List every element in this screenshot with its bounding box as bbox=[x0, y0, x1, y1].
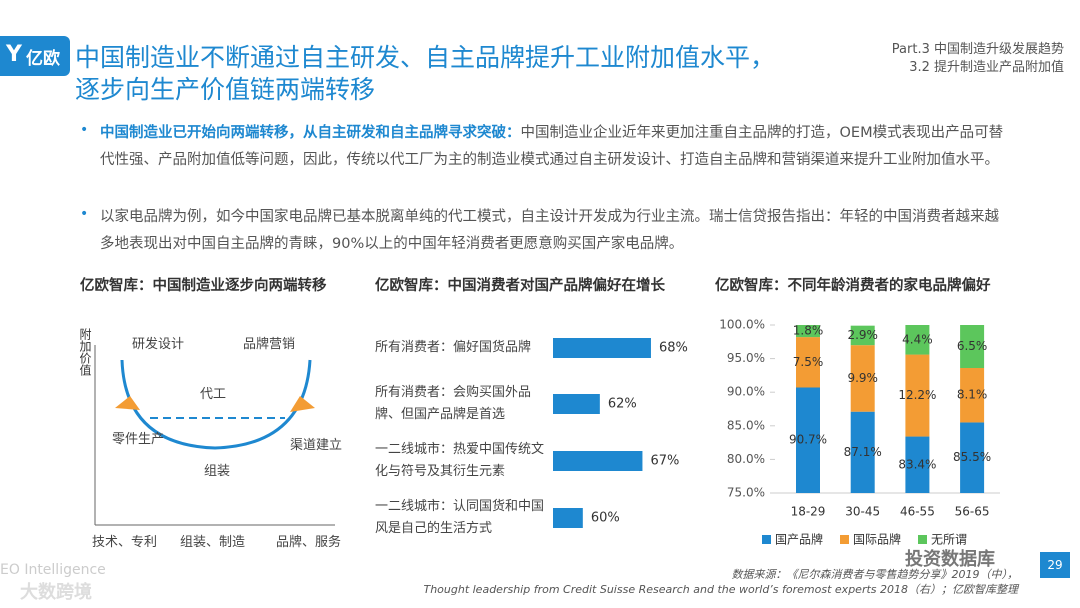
y-tick-label: 95.0% bbox=[727, 351, 765, 365]
bar-segment bbox=[905, 325, 930, 355]
legend-label: 无所谓 bbox=[931, 533, 967, 547]
bullet-text: 以家电品牌为例，如今中国家电品牌已基本脱离单纯的代工模式，自主设计开发成为行业主… bbox=[100, 209, 999, 252]
diagram-label: 组装 bbox=[204, 464, 231, 479]
bar-segment bbox=[960, 325, 985, 369]
value-label: 2.9% bbox=[847, 328, 878, 342]
value-label: 83.4% bbox=[898, 457, 936, 471]
y-label: 附加价值 bbox=[78, 328, 92, 376]
bar bbox=[553, 451, 643, 471]
y-tick-label: 80.0% bbox=[727, 452, 765, 466]
value-label: 67% bbox=[650, 454, 679, 469]
section: Part.3 中国制造升级发展趋势 bbox=[891, 42, 1064, 57]
source: Thought leadership from Credit Suisse Re… bbox=[423, 583, 1018, 596]
source: 数据来源：《尼尔森消费者与零售趋势分享》2019（中）， bbox=[731, 568, 1019, 581]
y-tick-label: 75.0% bbox=[727, 486, 765, 500]
bar-segment bbox=[850, 345, 875, 412]
value-label: 60% bbox=[591, 511, 620, 526]
bar bbox=[553, 338, 651, 358]
bar-segment bbox=[796, 337, 820, 388]
logo-box: 亿欧 Y bbox=[0, 36, 70, 76]
bar-segment bbox=[905, 354, 930, 437]
x-tick-label: 18-29 bbox=[791, 505, 826, 519]
diagram-label: 研发设计 bbox=[132, 337, 185, 352]
value-label: 87.1% bbox=[844, 445, 882, 459]
legend-swatch bbox=[840, 535, 849, 544]
value-label: 8.1% bbox=[957, 388, 988, 402]
x-tick-label: 46-55 bbox=[900, 505, 935, 519]
diagram-label: 零件生产 bbox=[112, 432, 165, 447]
category-label: 所有消费者：偏好国货品牌 bbox=[375, 340, 532, 355]
bullet-text: 中国制造业企业近年来更加注重自主品牌的打造，OEM模式表现出产品可替代性强、产品… bbox=[100, 125, 1004, 168]
arrow bbox=[290, 396, 315, 412]
bar-segment bbox=[796, 325, 820, 338]
diagram-label: 渠道建立 bbox=[290, 438, 343, 453]
brand: EO Intelligence bbox=[0, 562, 106, 578]
value-label: 85.5% bbox=[953, 450, 991, 464]
bar-segment bbox=[850, 411, 875, 493]
title-line: 逐步向生产价值链两端转移 bbox=[75, 75, 376, 104]
x-label: 技术、专利 bbox=[92, 535, 158, 550]
value-label: 90.7% bbox=[789, 433, 827, 447]
logo: 亿欧 bbox=[26, 49, 60, 69]
logo-mark: Y bbox=[6, 42, 22, 67]
legend-label: 国产品牌 bbox=[775, 533, 823, 547]
value-label: 12.2% bbox=[898, 388, 936, 402]
chart-title: 亿欧智库：中国消费者对国产品牌偏好在增长 bbox=[375, 278, 665, 294]
value-label: 6.5% bbox=[957, 339, 988, 353]
chart-title: 亿欧智库：不同年龄消费者的家电品牌偏好 bbox=[715, 278, 991, 294]
category-label: 所有消费者：会购买国外品牌、但国产品牌是首选 bbox=[375, 385, 532, 422]
bar-segment bbox=[960, 368, 985, 423]
legend-swatch bbox=[918, 535, 927, 544]
value-label: 62% bbox=[608, 397, 637, 412]
bar-segment bbox=[850, 325, 875, 346]
legend-swatch bbox=[762, 535, 771, 544]
x-tick-label: 56-65 bbox=[955, 505, 990, 519]
category-label: 一二线城市：认同国货和中国风是自己的生活方式 bbox=[375, 499, 545, 536]
bullet-lead: 中国制造业已开始向两端转移，从自主研发和自主品牌寻求突破： bbox=[100, 125, 521, 141]
page-number: 29 bbox=[1040, 552, 1070, 578]
diagram-title: 亿欧智库：中国制造业逐步向两端转移 bbox=[80, 278, 327, 294]
arrow bbox=[115, 396, 140, 410]
y-tick-label: 90.0% bbox=[727, 385, 765, 399]
legend-label: 国际品牌 bbox=[853, 533, 901, 547]
bullet: 中国制造业已开始向两端转移，从自主研发和自主品牌寻求突破：中国制造业企业近年来更… bbox=[100, 120, 1010, 174]
value-label: 1.8% bbox=[793, 324, 824, 338]
value-label: 4.4% bbox=[902, 332, 933, 346]
diagram-label: 品牌营销 bbox=[243, 337, 296, 352]
value-label: 68% bbox=[659, 341, 688, 356]
watermark: 投资数据库 bbox=[905, 549, 995, 570]
bar bbox=[553, 508, 583, 528]
x-label: 品牌、服务 bbox=[276, 535, 342, 550]
title-line: 中国制造业不断通过自主研发、自主品牌提升工业附加值水平， bbox=[75, 43, 776, 72]
value-label: 9.9% bbox=[847, 371, 878, 385]
value-label: 7.5% bbox=[793, 355, 824, 369]
bullet-dot: • bbox=[80, 122, 89, 138]
diagram-label: 代工 bbox=[200, 387, 227, 402]
bar-segment bbox=[796, 387, 820, 493]
bar-segment bbox=[905, 436, 930, 493]
bar-segment bbox=[960, 422, 985, 493]
bullet: 以家电品牌为例，如今中国家电品牌已基本脱离单纯的代工模式，自主设计开发成为行业主… bbox=[100, 204, 1010, 258]
subsection: 3.2 提升制造业产品附加值 bbox=[909, 60, 1064, 75]
category-label: 一二线城市：热爱中国传统文化与符号及其衍生元素 bbox=[375, 442, 545, 479]
bullet-dot: • bbox=[80, 206, 89, 222]
y-tick-label: 85.0% bbox=[727, 418, 765, 432]
y-tick-label: 100.0% bbox=[719, 318, 765, 332]
bar bbox=[553, 394, 600, 414]
x-tick-label: 30-45 bbox=[845, 505, 880, 519]
x-label: 组装、制造 bbox=[180, 535, 246, 550]
watermark: 大数跨境 bbox=[20, 582, 92, 603]
